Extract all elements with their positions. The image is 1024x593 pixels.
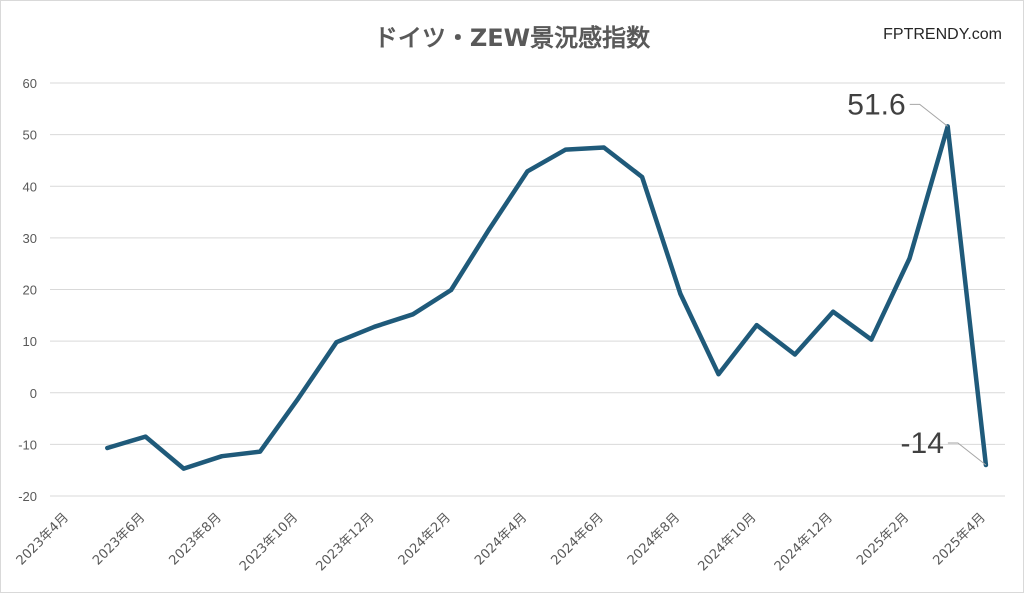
x-axis-ticks: 2023年4月 2023年6月 2023年8月 2023年10月 2023年12月 202… — [14, 510, 989, 574]
data-point — [372, 324, 377, 329]
data-point — [601, 145, 606, 150]
series-line — [105, 124, 989, 471]
x-tick-label: 2025年4月 — [930, 510, 988, 568]
gridlines — [50, 82, 1005, 497]
x-tick-label: 2023年12月 — [313, 510, 377, 574]
data-point — [640, 174, 645, 179]
x-tick-label: 2024年4月 — [472, 510, 530, 568]
y-tick-label: 20 — [23, 283, 37, 298]
data-point — [219, 454, 224, 459]
series-group — [105, 124, 989, 471]
data-point — [105, 445, 110, 450]
data-point — [907, 256, 912, 261]
x-tick-label: 2023年8月 — [166, 510, 224, 568]
brand-label: FPTRENDY.com — [883, 26, 1002, 43]
data-point — [831, 309, 836, 314]
y-tick-label: 30 — [23, 231, 37, 246]
y-tick-label: -20 — [18, 489, 37, 504]
data-point — [869, 337, 874, 342]
y-tick-label: 40 — [23, 179, 37, 194]
x-tick-label: 2024年2月 — [396, 510, 454, 568]
data-point — [296, 396, 301, 401]
data-point — [410, 312, 415, 317]
y-axis-ticks: 60 50 40 30 20 10 0 -10 -20 — [18, 76, 37, 504]
data-label: 51.6 — [847, 88, 905, 121]
data-point — [487, 227, 492, 232]
data-point — [334, 340, 339, 345]
data-point — [143, 434, 148, 439]
annotation-leader — [947, 442, 987, 466]
y-tick-label: -10 — [18, 437, 37, 452]
x-tick-label: 2025年2月 — [854, 510, 912, 568]
data-point — [792, 352, 797, 357]
data-point — [525, 169, 530, 174]
x-tick-label: 2023年6月 — [90, 510, 148, 568]
data-point — [449, 288, 454, 293]
x-tick-label: 2023年10月 — [237, 510, 301, 574]
data-label: -14 — [901, 427, 944, 460]
x-tick-label: 2024年6月 — [548, 510, 606, 568]
y-tick-label: 10 — [23, 334, 37, 349]
chart-title: ドイツ・ZEW景況感指数 — [373, 24, 651, 52]
annotation-leader — [909, 103, 949, 127]
data-point — [678, 291, 683, 296]
annotations: 51.6 -14 — [847, 88, 987, 466]
data-point — [754, 323, 759, 328]
x-tick-label: 2023年4月 — [14, 510, 72, 568]
data-point — [563, 147, 568, 152]
x-tick-label: 2024年10月 — [695, 510, 759, 574]
y-tick-label: 60 — [23, 76, 37, 91]
data-point — [181, 466, 186, 471]
x-tick-label: 2024年12月 — [772, 510, 836, 574]
y-tick-label: 0 — [30, 386, 37, 401]
data-point — [258, 449, 263, 454]
y-tick-label: 50 — [23, 128, 37, 143]
x-tick-label: 2024年8月 — [625, 510, 683, 568]
data-point — [716, 372, 721, 377]
